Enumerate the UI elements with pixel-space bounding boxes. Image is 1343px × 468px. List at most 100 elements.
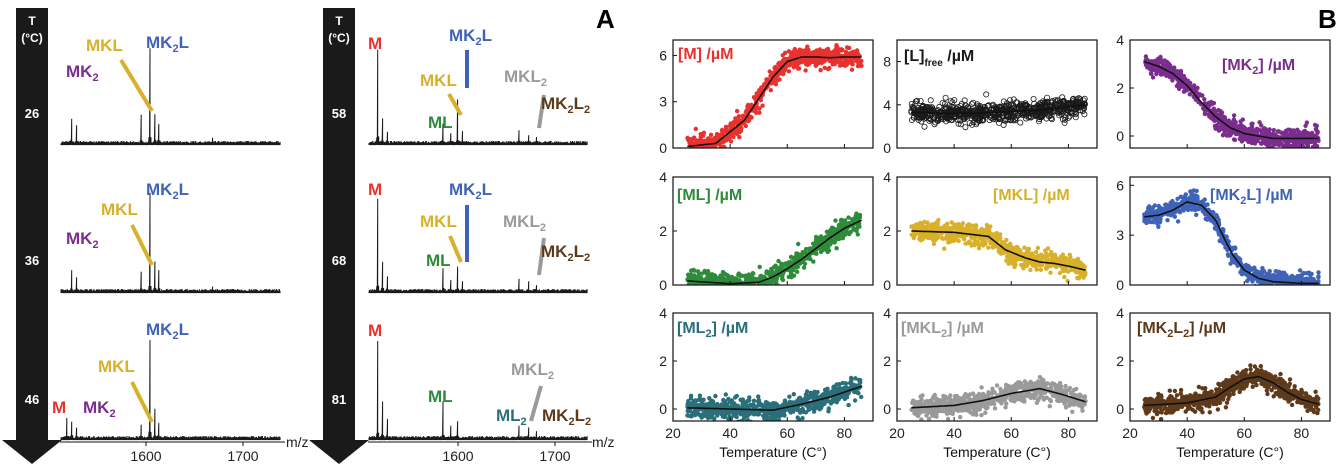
fit-line [687, 56, 862, 148]
data-point [747, 286, 751, 290]
data-point [1277, 286, 1281, 290]
data-point [859, 394, 864, 400]
data-point [765, 279, 770, 284]
y-tick-label: 4 [883, 97, 891, 113]
data-point [965, 104, 972, 111]
data-point [1015, 104, 1022, 111]
leader-line [537, 237, 546, 276]
data-point [913, 222, 919, 227]
data-point [1209, 101, 1215, 107]
data-point [917, 98, 924, 105]
data-point [1155, 61, 1160, 66]
data-point [1024, 263, 1029, 268]
data-point [983, 91, 990, 98]
data-point [1165, 218, 1170, 223]
temp-label: 68 [332, 253, 346, 268]
spectrum-trace [60, 192, 281, 294]
data-point [1143, 54, 1149, 59]
data-point [1080, 101, 1087, 108]
data-point [1044, 251, 1049, 256]
data-point [1009, 257, 1014, 263]
data-point [1221, 123, 1226, 129]
label-mk2l: MK2L [146, 320, 189, 342]
data-point [745, 289, 749, 293]
data-point [689, 274, 694, 279]
label-mkl: MKL [101, 200, 138, 219]
data-point [949, 232, 955, 238]
y-tick-label: 0 [883, 277, 891, 293]
data-point [1289, 276, 1295, 281]
data-point [741, 415, 747, 421]
panel-ml: 024 [659, 169, 874, 294]
data-point [954, 116, 961, 123]
data-point [1061, 119, 1068, 126]
scatter-points [685, 375, 864, 421]
data-point [1003, 242, 1008, 248]
scatter-points [1142, 188, 1321, 293]
label-mkl: MKL [98, 357, 135, 376]
data-point [731, 285, 735, 289]
data-point [1203, 111, 1208, 117]
data-point [751, 411, 756, 416]
data-point [697, 393, 703, 398]
label-mk2l2: MK2L2 [542, 406, 591, 428]
temperature-arrow-left: T (°C) 26 36 46 [2, 8, 62, 464]
data-point [1271, 128, 1277, 133]
data-point [837, 382, 842, 387]
data-point [1308, 273, 1313, 278]
y-tick-label: 2 [659, 223, 667, 239]
data-point [962, 124, 969, 131]
data-point [1003, 100, 1010, 107]
data-point [1316, 270, 1321, 275]
data-point [927, 233, 932, 238]
data-point [1283, 139, 1288, 144]
data-point [958, 111, 965, 118]
data-point [1314, 143, 1320, 148]
data-point [1163, 202, 1168, 207]
data-point [856, 377, 861, 383]
data-point [1315, 130, 1320, 135]
data-point [1282, 270, 1287, 276]
data-point [975, 114, 982, 121]
data-point [813, 49, 818, 55]
data-point [783, 50, 788, 55]
label-ml: ML [428, 387, 453, 406]
data-point [774, 266, 780, 272]
data-point [835, 50, 840, 56]
data-point [781, 68, 786, 74]
data-point [780, 276, 785, 281]
data-point [1145, 210, 1150, 215]
data-point [1195, 194, 1200, 199]
leader-line [130, 224, 154, 266]
data-point [995, 110, 1002, 117]
label-ml2: ML2 [496, 406, 527, 428]
data-point [968, 241, 973, 246]
data-point [699, 290, 703, 294]
temp-label: 46 [25, 392, 39, 407]
y-tick-label: 4 [659, 169, 667, 185]
data-point [1046, 104, 1053, 111]
data-point [1234, 125, 1240, 131]
data-point [844, 45, 850, 50]
data-point [731, 287, 735, 291]
data-point [947, 98, 954, 105]
data-point [1031, 260, 1036, 265]
data-point [1172, 214, 1178, 219]
data-point [751, 289, 755, 293]
data-point [1066, 258, 1072, 263]
data-point [1178, 194, 1184, 199]
y-tick-label: 2 [1116, 80, 1124, 96]
data-point [740, 286, 744, 290]
data-point [777, 60, 782, 65]
tick-label: 1700 [227, 448, 258, 464]
data-point [1182, 84, 1187, 90]
data-point [1179, 199, 1185, 205]
y-tick-label: 6 [659, 47, 667, 63]
data-point [1273, 269, 1279, 274]
data-point [1293, 289, 1297, 293]
data-point [1065, 261, 1071, 266]
data-point [744, 419, 749, 421]
data-point [1288, 289, 1292, 293]
data-point [847, 380, 853, 386]
data-point [765, 400, 770, 406]
